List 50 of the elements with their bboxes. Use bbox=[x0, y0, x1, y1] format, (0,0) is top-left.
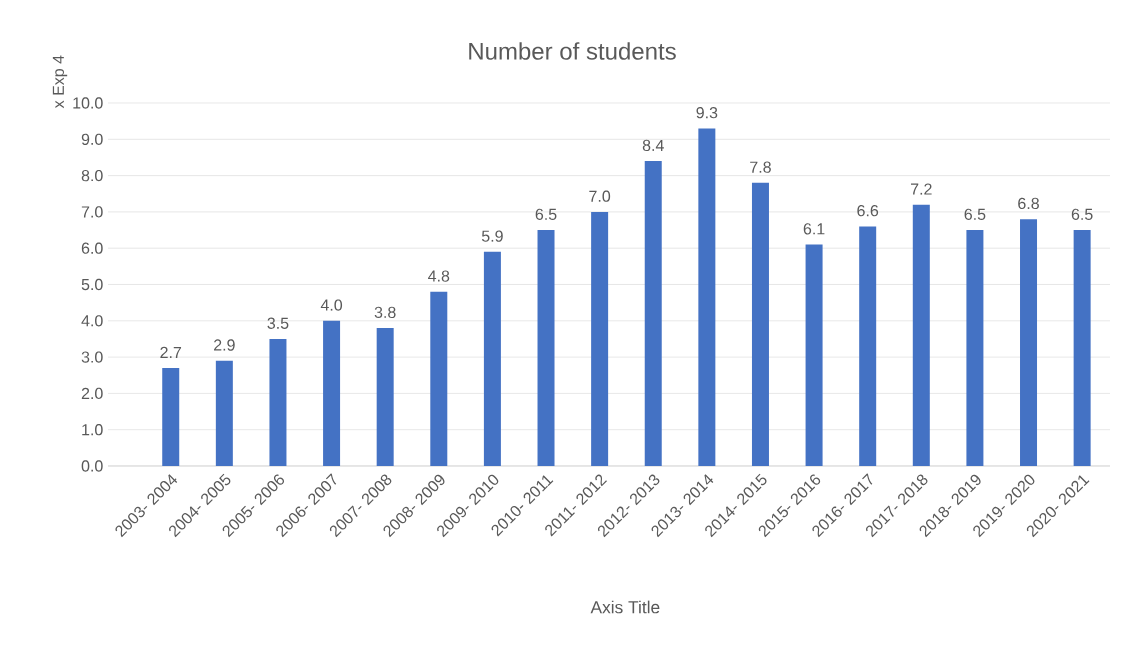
data-label: 3.5 bbox=[267, 317, 289, 329]
y-tick-label: 3.0 bbox=[81, 351, 103, 363]
data-label: 4.0 bbox=[320, 299, 343, 311]
bar bbox=[751, 182, 769, 466]
bar bbox=[1020, 219, 1038, 466]
data-label: 6.8 bbox=[1018, 197, 1039, 210]
bar bbox=[537, 230, 555, 466]
data-label: 3.8 bbox=[374, 306, 396, 319]
bar bbox=[483, 251, 501, 466]
y-tick-label: 8.0 bbox=[81, 169, 103, 182]
bar bbox=[698, 128, 716, 466]
data-label: 2.9 bbox=[214, 339, 235, 351]
y-tick-label: 1.0 bbox=[82, 424, 103, 436]
data-label: 5.9 bbox=[481, 230, 503, 242]
y-tick-label: 0.0 bbox=[81, 460, 103, 472]
bar bbox=[591, 211, 609, 466]
bar bbox=[859, 226, 877, 466]
y-tick-label: 2.0 bbox=[81, 387, 103, 400]
data-label: 2.7 bbox=[160, 346, 182, 358]
bar bbox=[966, 230, 984, 466]
y-tick-label: 10.0 bbox=[73, 97, 103, 109]
data-label: 7.8 bbox=[750, 161, 771, 173]
bar bbox=[269, 338, 287, 466]
bar bbox=[376, 328, 394, 466]
y-tick-label: 4.0 bbox=[81, 315, 103, 327]
bar bbox=[912, 204, 930, 466]
data-label: 9.3 bbox=[696, 107, 718, 119]
chart-title: Number of students bbox=[469, 42, 676, 60]
bar bbox=[644, 161, 662, 466]
data-label: 6.5 bbox=[535, 208, 557, 220]
bar bbox=[323, 320, 341, 466]
data-label: 6.5 bbox=[1071, 208, 1093, 220]
y-tick-label: 6.0 bbox=[81, 242, 103, 254]
data-label: 7.2 bbox=[911, 183, 932, 195]
data-label: 7.0 bbox=[589, 190, 611, 202]
y-axis-title: x Exp 4 bbox=[52, 55, 68, 109]
y-tick-label: 7.0 bbox=[81, 206, 103, 218]
y-tick-label: 9.0 bbox=[81, 133, 103, 145]
bar bbox=[1073, 230, 1091, 466]
bar bbox=[805, 244, 823, 466]
bar bbox=[215, 360, 233, 466]
data-label: 6.1 bbox=[803, 223, 825, 235]
bar bbox=[162, 367, 180, 466]
y-tick-label: 5.0 bbox=[81, 278, 103, 291]
data-label: 4.8 bbox=[428, 270, 450, 282]
data-label: 6.6 bbox=[857, 205, 879, 217]
x-axis-title: Axis Title bbox=[590, 600, 660, 614]
bar bbox=[430, 291, 448, 466]
data-label: 8.4 bbox=[642, 139, 664, 152]
data-label: 6.5 bbox=[964, 208, 986, 220]
